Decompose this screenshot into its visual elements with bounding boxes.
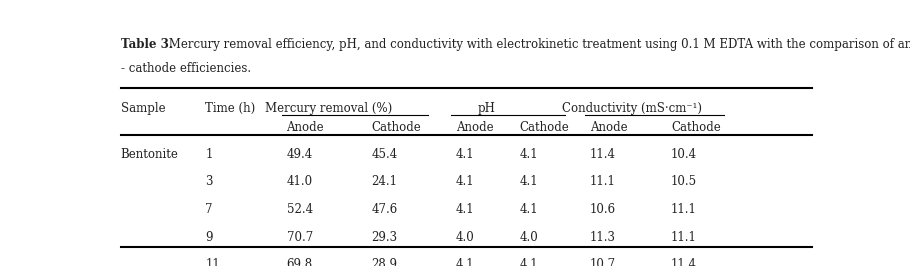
Text: Sample: Sample bbox=[121, 102, 166, 115]
Text: 10.6: 10.6 bbox=[590, 203, 616, 216]
Text: 4.1: 4.1 bbox=[456, 148, 474, 161]
Text: 49.4: 49.4 bbox=[287, 148, 313, 161]
Text: 4.1: 4.1 bbox=[520, 175, 538, 188]
Text: 47.6: 47.6 bbox=[371, 203, 398, 216]
Text: 11.3: 11.3 bbox=[590, 231, 616, 244]
Text: 24.1: 24.1 bbox=[371, 175, 397, 188]
Text: 4.1: 4.1 bbox=[520, 148, 538, 161]
Text: 4.1: 4.1 bbox=[456, 175, 474, 188]
Text: Mercury removal efficiency, pH, and conductivity with electrokinetic treatment u: Mercury removal efficiency, pH, and cond… bbox=[165, 38, 910, 51]
Text: Cathode: Cathode bbox=[671, 121, 721, 134]
Text: 4.1: 4.1 bbox=[456, 258, 474, 266]
Text: 11.4: 11.4 bbox=[671, 258, 697, 266]
Text: 4.1: 4.1 bbox=[456, 203, 474, 216]
Text: 45.4: 45.4 bbox=[371, 148, 398, 161]
Text: - cathode efficiencies.: - cathode efficiencies. bbox=[121, 62, 251, 75]
Text: Cathode: Cathode bbox=[520, 121, 569, 134]
Text: 10.4: 10.4 bbox=[671, 148, 697, 161]
Text: Mercury removal (%): Mercury removal (%) bbox=[265, 102, 392, 115]
Text: pH: pH bbox=[477, 102, 495, 115]
Text: 11.4: 11.4 bbox=[590, 148, 616, 161]
Text: 10.7: 10.7 bbox=[590, 258, 616, 266]
Text: 52.4: 52.4 bbox=[287, 203, 313, 216]
Text: 29.3: 29.3 bbox=[371, 231, 398, 244]
Text: 11: 11 bbox=[206, 258, 220, 266]
Text: 4.1: 4.1 bbox=[520, 258, 538, 266]
Text: 11.1: 11.1 bbox=[671, 231, 697, 244]
Text: Table 3.: Table 3. bbox=[121, 38, 173, 51]
Text: Conductivity (mS·cm⁻¹): Conductivity (mS·cm⁻¹) bbox=[562, 102, 703, 115]
Text: 69.8: 69.8 bbox=[287, 258, 313, 266]
Text: 7: 7 bbox=[206, 203, 213, 216]
Text: 28.9: 28.9 bbox=[371, 258, 397, 266]
Text: 4.1: 4.1 bbox=[520, 203, 538, 216]
Text: 70.7: 70.7 bbox=[287, 231, 313, 244]
Text: 41.0: 41.0 bbox=[287, 175, 313, 188]
Text: 11.1: 11.1 bbox=[671, 203, 697, 216]
Text: 10.5: 10.5 bbox=[671, 175, 697, 188]
Text: Cathode: Cathode bbox=[371, 121, 421, 134]
Text: 3: 3 bbox=[206, 175, 213, 188]
Text: Time (h): Time (h) bbox=[206, 102, 256, 115]
Text: 9: 9 bbox=[206, 231, 213, 244]
Text: 4.0: 4.0 bbox=[520, 231, 538, 244]
Text: Anode: Anode bbox=[287, 121, 324, 134]
Text: 11.1: 11.1 bbox=[590, 175, 616, 188]
Text: Anode: Anode bbox=[456, 121, 493, 134]
Text: 1: 1 bbox=[206, 148, 213, 161]
Text: 4.0: 4.0 bbox=[456, 231, 474, 244]
Text: Anode: Anode bbox=[590, 121, 627, 134]
Text: Bentonite: Bentonite bbox=[121, 148, 178, 161]
